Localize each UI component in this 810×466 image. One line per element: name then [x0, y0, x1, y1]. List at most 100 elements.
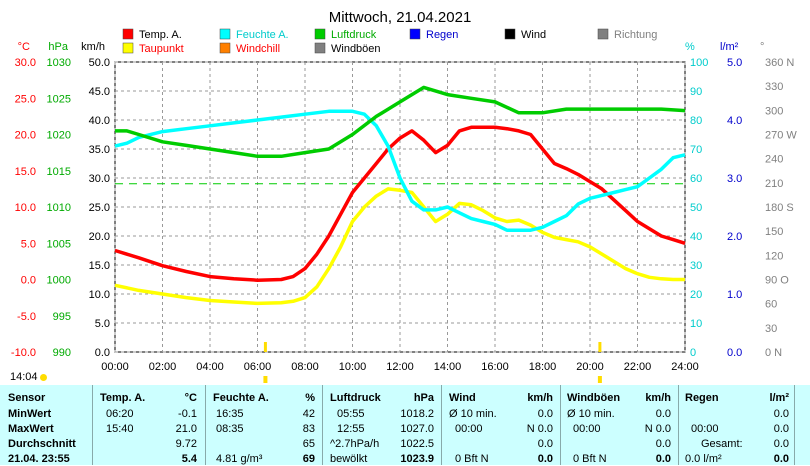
direction-tick: 330 [765, 81, 783, 93]
rain-min-value: 0.0 [773, 408, 789, 420]
humidity-tick: 100 [690, 57, 708, 69]
x-tick: 16:00 [481, 361, 509, 373]
hum-max-value: 83 [302, 423, 315, 435]
x-tick: 06:00 [244, 361, 272, 373]
rain-max-time: 00:00 [691, 423, 719, 435]
direction-tick: 240 [765, 154, 783, 166]
wind-tick: 0.0 [95, 347, 110, 359]
pressure-unit: hPa [48, 41, 68, 53]
gust-max-time: 00:00 [573, 423, 601, 435]
statistics-table: Sensor MinWert MaxWert Durchschnitt 21.0… [0, 385, 810, 465]
axes: 30.025.020.015.010.05.00.0-5.0-10.0°C103… [11, 41, 797, 373]
pressure-tick: 1005 [47, 238, 71, 250]
stats-col-pressure: Luftdruck hPa 05:55 1018.2 12:55 1027.0 … [323, 385, 440, 465]
pressure-tick: 1030 [47, 57, 71, 69]
humidity-tick: 40 [690, 231, 702, 243]
series-lines [114, 85, 686, 306]
sunset-tick [597, 376, 602, 383]
legend-label: Richtung [614, 29, 657, 41]
gust-min-label: Ø 10 min. [567, 408, 615, 420]
wind-tick: 10.0 [89, 289, 110, 301]
pressure-tick: 1020 [47, 130, 71, 142]
gust-bft: 0 Bft N [573, 453, 607, 465]
x-tick: 08:00 [291, 361, 319, 373]
humidity-tick: 70 [690, 144, 702, 156]
press-min-value: 1018.2 [400, 408, 434, 420]
stats-col-temp: Temp. A. °C 06:20 -0.1 15:40 21.0 9.72 5… [93, 385, 205, 465]
stats-unit-gust: km/h [645, 392, 671, 404]
temp-tick: -10.0 [11, 347, 36, 359]
series-line-temp-a- [114, 125, 686, 282]
direction-tick: 30 [765, 323, 777, 335]
x-tick: 20:00 [576, 361, 604, 373]
stats-header-sensor: Sensor [8, 392, 46, 404]
wind-current-value: 0.0 [537, 453, 553, 465]
stats-unit-humidity: % [305, 392, 315, 404]
legend-label: Windchill [236, 43, 280, 55]
pressure-tick: 1015 [47, 166, 71, 178]
gust-min-value: 0.0 [655, 408, 671, 420]
pressure-tick: 1000 [47, 275, 71, 287]
direction-tick: 180 S [765, 202, 794, 214]
x-tick: 14:00 [434, 361, 462, 373]
x-tick: 18:00 [529, 361, 557, 373]
stats-header-temp: Temp. A. [100, 392, 146, 404]
legend-swatch [122, 28, 134, 40]
stats-label-min: MinWert [8, 408, 52, 420]
direction-tick: 360 N [765, 57, 794, 69]
stats-header-humidity: Feuchte A. [213, 392, 269, 404]
humidity-tick: 20 [690, 289, 702, 301]
hum-max-time: 08:35 [216, 423, 244, 435]
direction-tick: 60 [765, 299, 777, 311]
rain-unit: l/m² [720, 41, 739, 53]
temp-tick: 5.0 [21, 238, 36, 250]
hum-abs-value: 4.81 g/m³ [216, 453, 263, 465]
direction-tick: 120 [765, 250, 783, 262]
direction-tick: 0 N [765, 347, 782, 359]
pressure-tick: 995 [53, 311, 71, 323]
x-tick: 24:00 [671, 361, 699, 373]
rain-rate: 0.0 l/m² [685, 453, 722, 465]
press-forecast: bewölkt [330, 453, 368, 465]
x-tick: 12:00 [386, 361, 414, 373]
wind-tick: 25.0 [89, 202, 110, 214]
stats-col-sensor: Sensor MinWert MaxWert Durchschnitt 21.0… [0, 385, 92, 465]
wind-tick: 5.0 [95, 318, 110, 330]
press-min-time: 05:55 [337, 408, 365, 420]
legend: Temp. A. Feuchte A. Luftdruck Regen Wind Rich… [122, 28, 657, 55]
legend-label: Wind [521, 29, 546, 41]
temp-min-time: 06:20 [106, 408, 134, 420]
temp-tick: 20.0 [15, 130, 36, 142]
wind-tick: 35.0 [89, 144, 110, 156]
direction-tick: 300 [765, 105, 783, 117]
humidity-tick: 10 [690, 318, 702, 330]
stats-col-humidity: Feuchte A. % 16:35 42 08:35 83 65 4.81 g… [206, 385, 321, 465]
temp-unit: °C [18, 41, 30, 53]
x-tick: 10:00 [339, 361, 367, 373]
legend-swatch [409, 28, 421, 40]
legend-label: Luftdruck [331, 29, 377, 41]
legend-label: Temp. A. [139, 29, 182, 41]
temp-min-value: -0.1 [178, 408, 197, 420]
stats-label-current: 21.04. 23:55 [8, 453, 70, 465]
stats-col-rain: Regen l/m² 0.0 00:00 0.0 Gesamt: 0.0 0.0… [679, 385, 793, 465]
press-avg-value: 1022.5 [400, 438, 434, 450]
stats-unit-pressure: hPa [413, 392, 434, 404]
humidity-tick: 90 [690, 86, 702, 98]
humidity-tick: 60 [690, 173, 702, 185]
legend-swatch [314, 28, 326, 40]
current-time-dot [40, 374, 47, 381]
humidity-tick: 0 [690, 347, 696, 359]
press-current-value: 1023.9 [400, 453, 434, 465]
pressure-tick: 1025 [47, 93, 71, 105]
weather-chart: Mittwoch, 21.04.2021 Temp. A. Feuchte A. L… [11, 9, 797, 383]
legend-swatch [597, 28, 609, 40]
rain-total-label: Gesamt: [701, 438, 743, 450]
stats-header-gust: Windböen [567, 392, 621, 404]
wind-max-value: N 0.0 [526, 423, 553, 435]
legend-swatch [314, 42, 326, 54]
wind-bft: 0 Bft N [455, 453, 489, 465]
humidity-unit: % [685, 41, 695, 53]
press-trend: ^2.7hPa/h [330, 438, 380, 450]
temp-tick: 0.0 [21, 275, 36, 287]
